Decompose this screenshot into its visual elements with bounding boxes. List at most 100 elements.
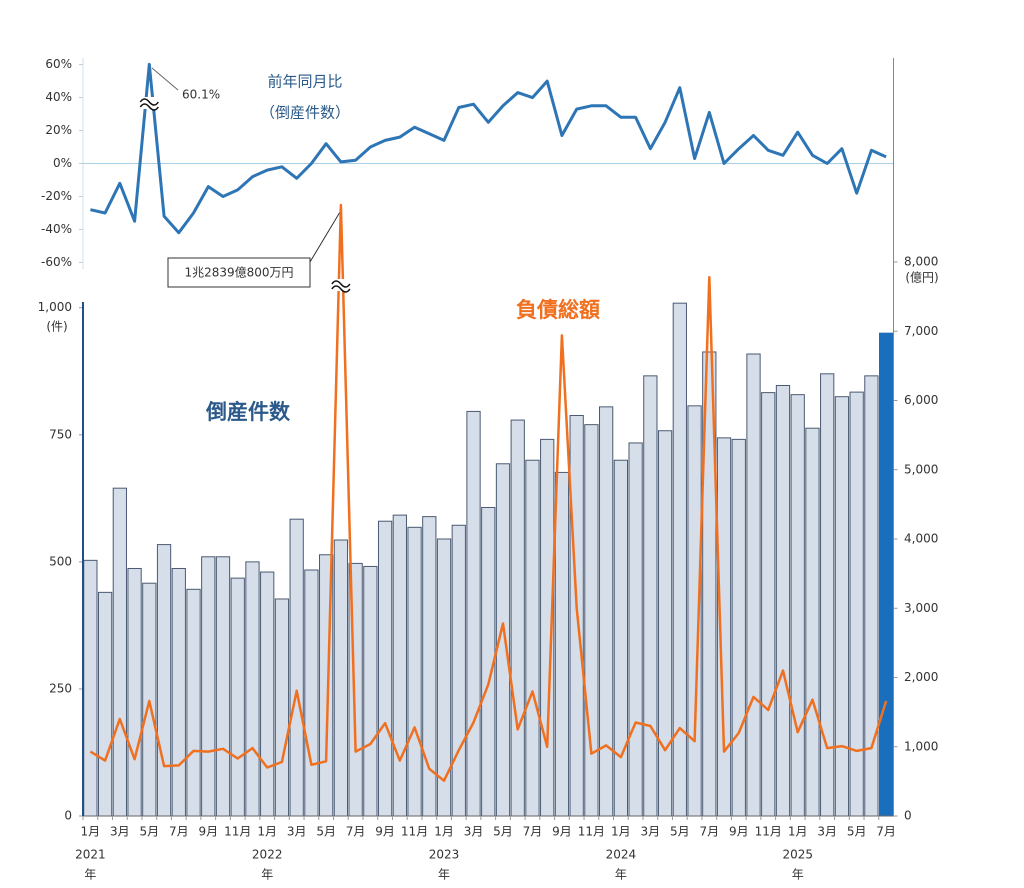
plot: 60%40%20%0%-20%-40%-60%02505007501,00001…: [38, 57, 939, 881]
x-tick-label: 5月: [670, 825, 690, 839]
bar: [186, 588, 201, 817]
year-label: 2021: [75, 848, 106, 862]
bar: [599, 406, 614, 817]
y-tick-label: 500: [49, 554, 72, 568]
bar: [879, 332, 894, 817]
y2-tick-label: 0: [904, 809, 912, 823]
line: [89, 203, 888, 782]
year-unit: 年: [84, 868, 96, 882]
series-label: 前年同月比: [267, 73, 342, 91]
bar: [849, 391, 864, 817]
bar: [613, 459, 629, 817]
bar: [274, 598, 290, 817]
x-tick-label: 5月: [139, 825, 159, 839]
bar: [451, 524, 466, 817]
break-mark: [139, 98, 159, 111]
bar: [215, 556, 231, 817]
x-tick-label: 7月: [346, 825, 366, 839]
y2-tick-label: 1,000: [904, 739, 938, 753]
bar: [201, 556, 216, 817]
bar: [407, 526, 422, 817]
y-tick-label: 0%: [53, 156, 72, 170]
year-label: 2023: [429, 848, 460, 862]
x-tick-label: 9月: [375, 825, 395, 839]
x-tick-label: 7月: [876, 825, 896, 839]
bar: [127, 567, 142, 817]
x-tick-label: 1月: [611, 825, 631, 839]
x-tick-label: 1月: [257, 825, 277, 839]
y-tick-label: 20%: [45, 123, 72, 137]
bar: [171, 567, 186, 817]
y-tick-label: 60%: [45, 57, 72, 71]
bar: [112, 487, 127, 817]
bar: [245, 561, 260, 817]
leader-line: [309, 211, 341, 263]
year-unit: 年: [261, 868, 273, 882]
x-tick-label: 3月: [464, 825, 484, 839]
x-tick-label: 9月: [198, 825, 218, 839]
x-tick-label: 1月: [434, 825, 454, 839]
leader-line: [151, 67, 179, 91]
bar: [805, 427, 820, 817]
bar: [554, 471, 570, 817]
x-tick-label: 5月: [493, 825, 513, 839]
break-mark: [331, 280, 351, 293]
bar: [672, 302, 687, 817]
x-tick-label: 3月: [287, 825, 307, 839]
line: [90, 62, 887, 235]
y-tick-label: -20%: [41, 189, 72, 203]
y-tick-label: 250: [49, 681, 72, 695]
x-tick-label: 11月: [578, 825, 605, 839]
annotation: 1兆2839億800万円: [184, 266, 293, 280]
year-unit: 年: [615, 868, 627, 882]
y-tick-label: 750: [49, 427, 72, 441]
bar: [260, 571, 275, 817]
bar: [333, 539, 349, 817]
year-unit: 年: [792, 868, 804, 882]
x-tick-label: 7月: [699, 825, 719, 839]
bar: [304, 569, 319, 817]
subtitle: （倒産件数）: [260, 104, 350, 122]
year-label: 2022: [252, 848, 283, 862]
bar: [820, 373, 835, 817]
bar: [363, 565, 378, 817]
y2-axis-label: (億円): [905, 271, 938, 285]
y2-tick-label: 6,000: [904, 393, 938, 407]
bar: [790, 394, 805, 817]
bar: [643, 375, 658, 817]
bar: [510, 419, 525, 817]
x-tick-label: 7月: [523, 825, 543, 839]
bar: [834, 396, 850, 817]
bar: [142, 582, 157, 817]
year-label: 2025: [782, 848, 813, 862]
bar: [761, 392, 776, 817]
bar: [584, 424, 599, 817]
bar: [230, 577, 245, 817]
x-tick-label: 3月: [817, 825, 837, 839]
x-tick-label: 1月: [788, 825, 808, 839]
x-tick-label: 9月: [552, 825, 572, 839]
x-tick-label: 11月: [401, 825, 428, 839]
bar: [392, 514, 407, 817]
bar: [657, 430, 673, 817]
y2-tick-label: 3,000: [904, 601, 938, 615]
bar: [525, 459, 540, 817]
year-unit: 年: [438, 868, 450, 882]
annotation-box: [167, 257, 311, 288]
x-tick-label: 3月: [110, 825, 130, 839]
annotation: 60.1%: [182, 88, 220, 102]
year-label: 2024: [606, 848, 637, 862]
bar: [289, 518, 304, 817]
x-tick-label: 1月: [81, 825, 101, 839]
x-tick-label: 5月: [316, 825, 336, 839]
y-tick-label: 1,000: [38, 300, 72, 314]
x-tick-label: 11月: [224, 825, 251, 839]
y-tick-label: -40%: [41, 222, 72, 236]
bar: [731, 438, 746, 817]
y2-tick-label: 4,000: [904, 532, 938, 546]
bar: [436, 538, 452, 817]
y2-tick-label: 8,000: [904, 255, 938, 269]
bar: [156, 544, 172, 817]
x-tick-label: 11月: [755, 825, 782, 839]
